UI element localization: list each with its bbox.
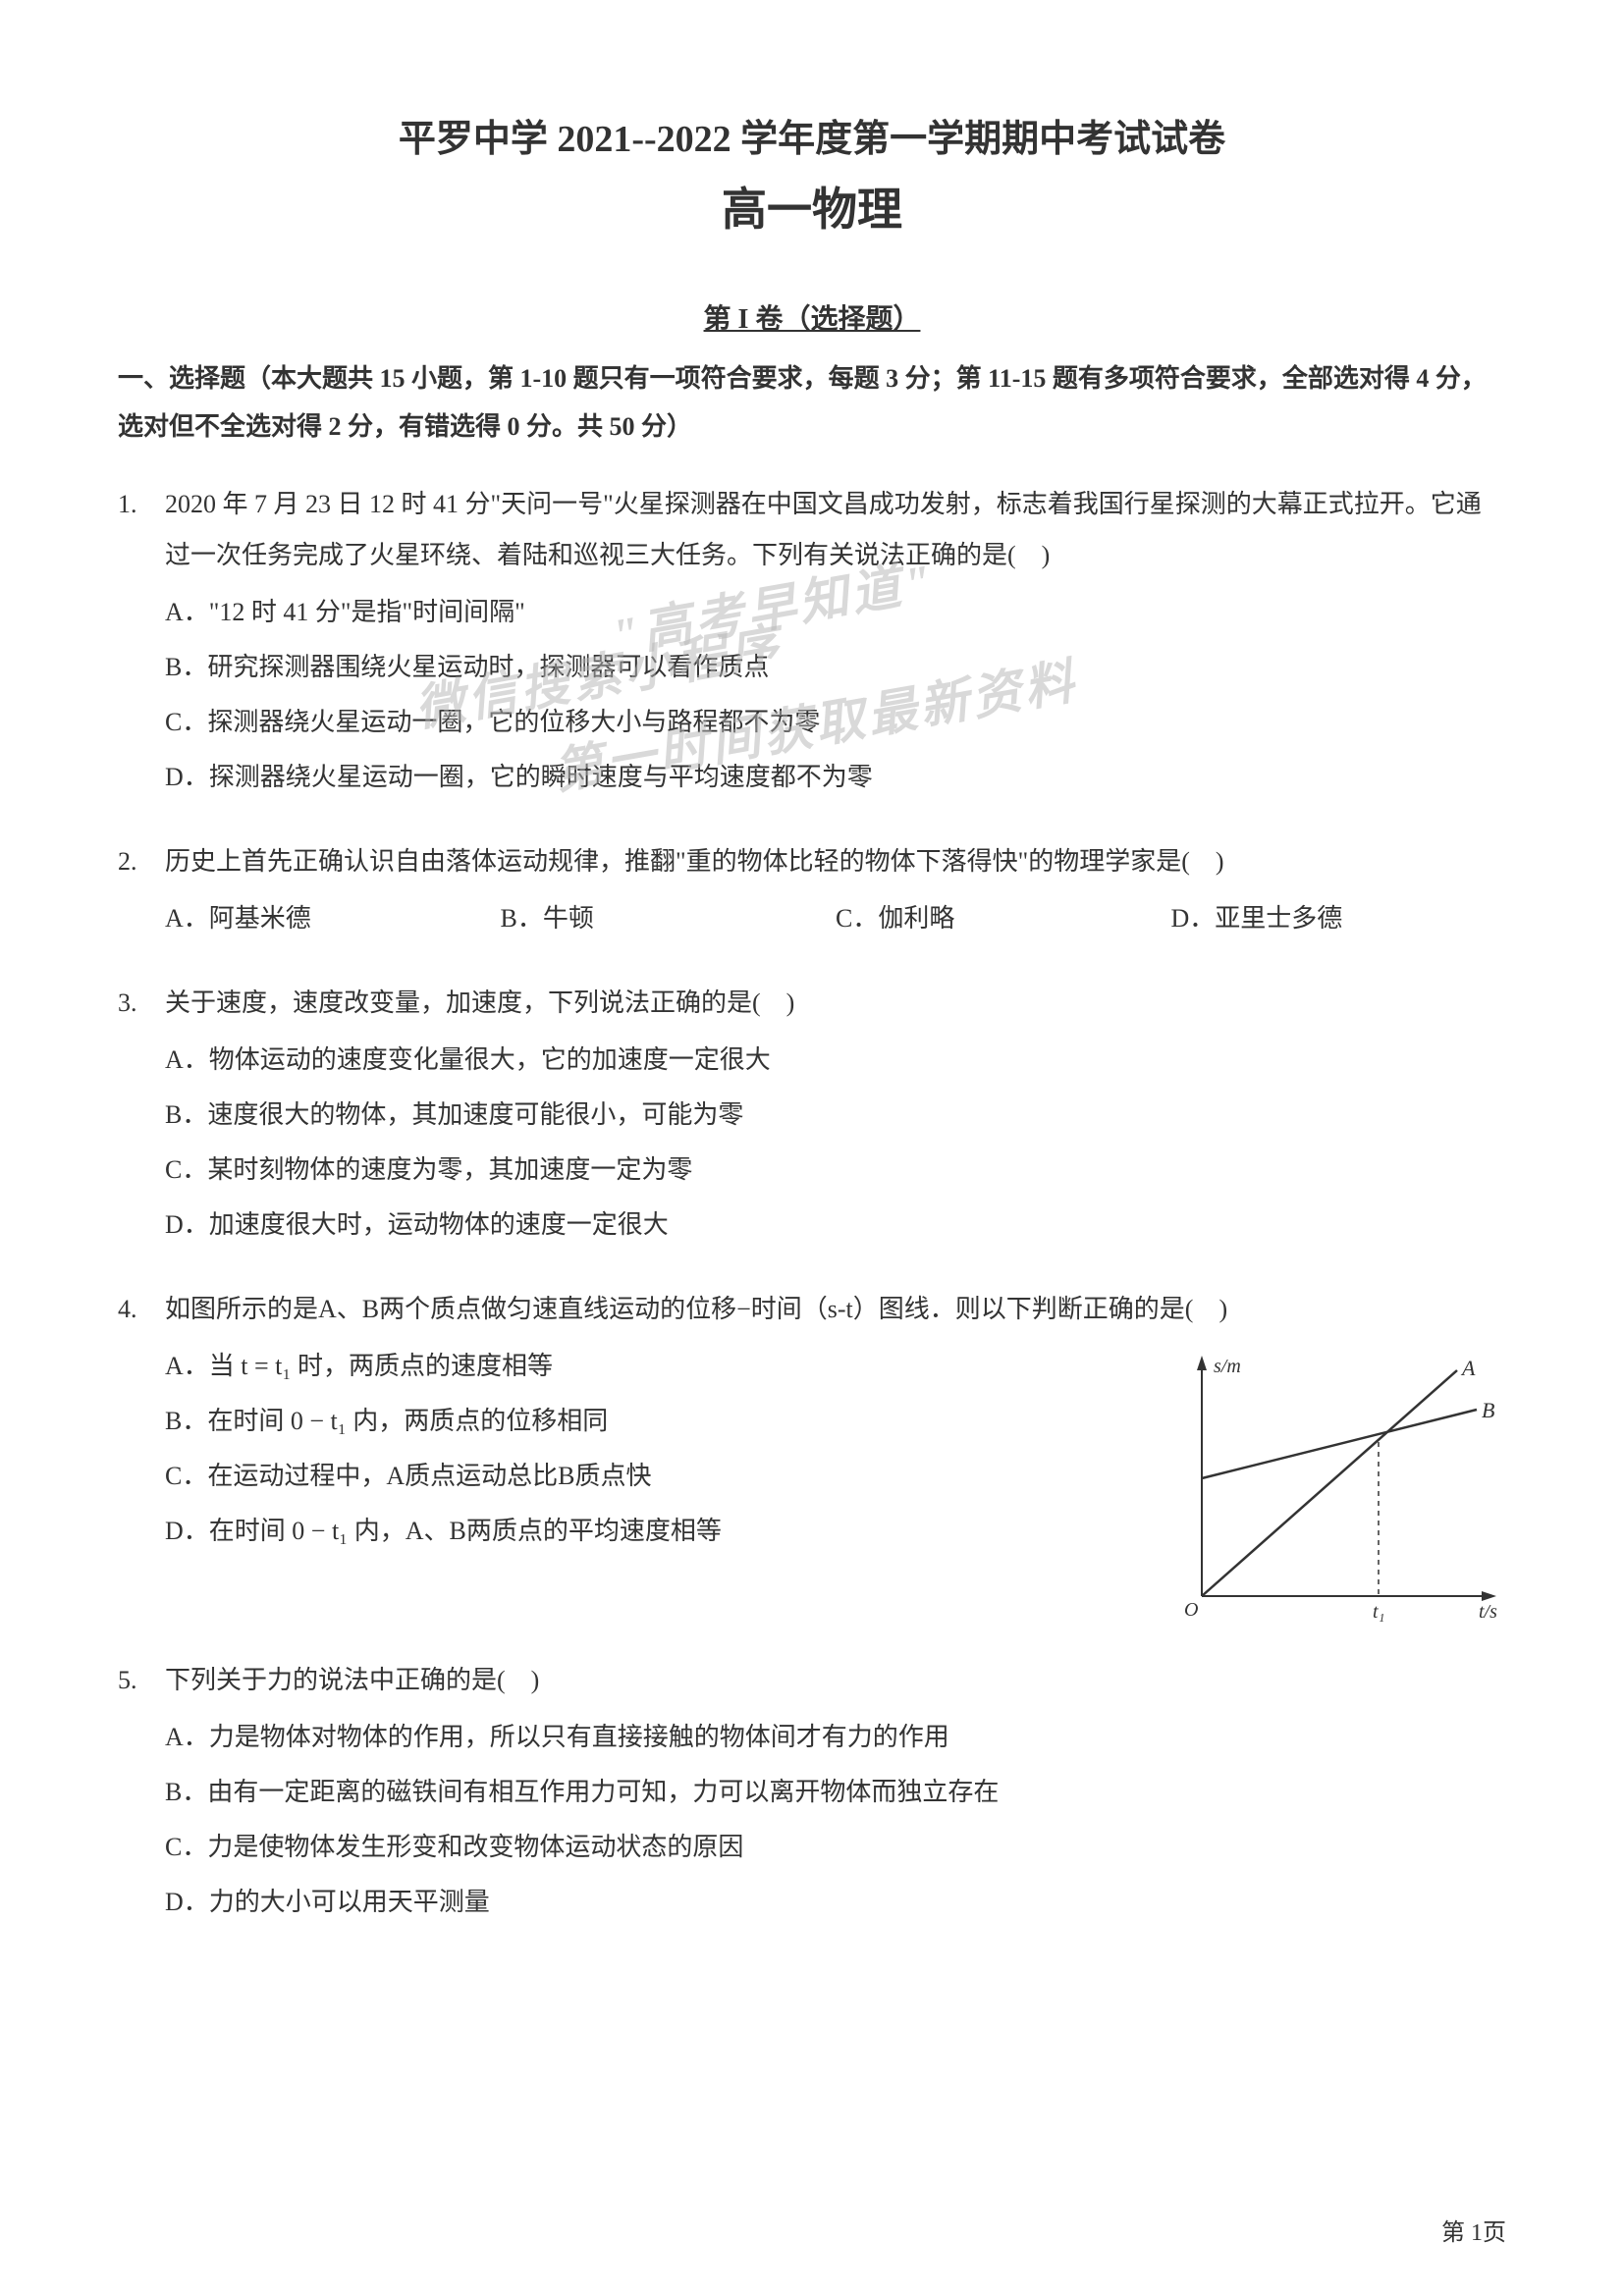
option-c: C．某时刻物体的速度为零，其加速度一定为零: [165, 1145, 1506, 1196]
origin-label: O: [1184, 1599, 1198, 1621]
question-stem: 下列关于力的说法中正确的是( ): [165, 1655, 1506, 1706]
option-b: B．速度很大的物体，其加速度可能很小，可能为零: [165, 1090, 1506, 1141]
page-number: 第 1页: [1441, 2213, 1506, 2247]
option-b: B．牛顿: [501, 893, 837, 944]
option-d: D．力的大小可以用天平测量: [165, 1877, 1506, 1928]
question-stem: 2020 年 7 月 23 日 12 时 41 分"天问一号"火星探测器在中国文…: [165, 479, 1506, 581]
question-stem: 关于速度，速度改变量，加速度，下列说法正确的是( ): [165, 978, 1506, 1029]
option-c: C．在运动过程中，A质点运动总比B质点快: [165, 1451, 1153, 1502]
question-stem: 如图所示的是A、B两个质点做匀速直线运动的位移−时间（s-t）图线．则以下判断正…: [165, 1284, 1506, 1335]
options-row: A．阿基米德 B．牛顿 C．伽利略 D．亚里士多德: [165, 893, 1506, 948]
question-number: 3.: [118, 978, 165, 1255]
option-b: B．由有一定距离的磁铁间有相互作用力可知，力可以离开物体而独立存在: [165, 1767, 1506, 1818]
label-a: A: [1460, 1356, 1476, 1380]
option-a: A．"12 时 41 分"是指"时间间隔": [165, 587, 1506, 638]
line-b: [1202, 1410, 1477, 1478]
option-d: D．加速度很大时，运动物体的速度一定很大: [165, 1200, 1506, 1251]
question-body: 2020 年 7 月 23 日 12 时 41 分"天问一号"火星探测器在中国文…: [165, 479, 1506, 807]
tick-t1-label: t₁: [1373, 1601, 1385, 1623]
option-a: A．当 t = t₁ 时，两质点的速度相等: [165, 1341, 1153, 1392]
question-body: 下列关于力的说法中正确的是( ) A．力是物体对物体的作用，所以只有直接接触的物…: [165, 1655, 1506, 1932]
option-d: D．亚里士多德: [1171, 893, 1507, 944]
x-axis-label: t/s: [1479, 1601, 1497, 1623]
section-header: 第 I 卷（选择题）: [118, 297, 1506, 337]
section-instructions: 一、选择题（本大题共 15 小题，第 1-10 题只有一项符合要求，每题 3 分…: [118, 354, 1506, 452]
option-c: C．探测器绕火星运动一圈，它的位移大小与路程都不为零: [165, 697, 1506, 748]
option-d: D．在时间 0 − t₁ 内，A、B两质点的平均速度相等: [165, 1506, 1153, 1557]
question-4: 4. 如图所示的是A、B两个质点做匀速直线运动的位移−时间（s-t）图线．则以下…: [118, 1284, 1506, 1626]
question-body: 关于速度，速度改变量，加速度，下列说法正确的是( ) A．物体运动的速度变化量很…: [165, 978, 1506, 1255]
option-c: C．伽利略: [836, 893, 1171, 944]
line-a: [1202, 1370, 1457, 1596]
option-d: D．探测器绕火星运动一圈，它的瞬时速度与平均速度都不为零: [165, 752, 1506, 803]
question-number: 5.: [118, 1655, 165, 1932]
exam-title-main: 平罗中学 2021--2022 学年度第一学期期中考试试卷: [118, 108, 1506, 162]
question-1: 1. 2020 年 7 月 23 日 12 时 41 分"天问一号"火星探测器在…: [118, 479, 1506, 807]
label-b: B: [1482, 1398, 1494, 1422]
question-stem: 历史上首先正确认识自由落体运动规律，推翻"重的物体比轻的物体下落得快"的物理学家…: [165, 836, 1506, 887]
option-a: A．阿基米德: [165, 893, 501, 944]
option-a: A．物体运动的速度变化量很大，它的加速度一定很大: [165, 1035, 1506, 1086]
question-body: 历史上首先正确认识自由落体运动规律，推翻"重的物体比轻的物体下落得快"的物理学家…: [165, 836, 1506, 948]
question-number: 1.: [118, 479, 165, 807]
option-a: A．力是物体对物体的作用，所以只有直接接触的物体间才有力的作用: [165, 1712, 1506, 1763]
option-c: C．力是使物体发生形变和改变物体运动状态的原因: [165, 1822, 1506, 1873]
st-graph: s/m t/s O A B t₁: [1172, 1351, 1506, 1626]
question-number: 4.: [118, 1284, 165, 1626]
question-2: 2. 历史上首先正确认识自由落体运动规律，推翻"重的物体比轻的物体下落得快"的物…: [118, 836, 1506, 948]
option-b: B．研究探测器围绕火星运动时，探测器可以看作质点: [165, 642, 1506, 693]
x-axis-arrow: [1482, 1591, 1496, 1601]
exam-title-sub: 高一物理: [118, 174, 1506, 239]
question-body: 如图所示的是A、B两个质点做匀速直线运动的位移−时间（s-t）图线．则以下判断正…: [165, 1284, 1506, 1626]
question-3: 3. 关于速度，速度改变量，加速度，下列说法正确的是( ) A．物体运动的速度变…: [118, 978, 1506, 1255]
question-5: 5. 下列关于力的说法中正确的是( ) A．力是物体对物体的作用，所以只有直接接…: [118, 1655, 1506, 1932]
y-axis-arrow: [1197, 1356, 1207, 1370]
y-axis-label: s/m: [1214, 1356, 1241, 1377]
question-number: 2.: [118, 836, 165, 948]
option-b: B．在时间 0 − t₁ 内，两质点的位移相同: [165, 1396, 1153, 1447]
